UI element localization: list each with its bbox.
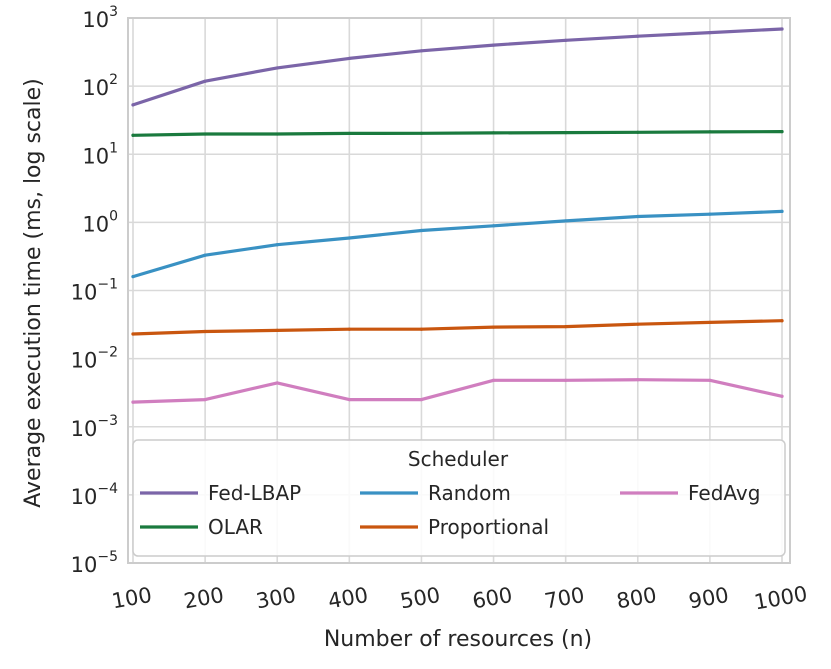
data-point-fedavg	[275, 381, 279, 385]
y-tick-exponent: −3	[97, 413, 118, 429]
legend-label-proportional: Proportional	[428, 515, 549, 539]
data-point-proportional	[203, 329, 207, 334]
data-point-fed-lbap	[636, 34, 640, 38]
data-point-olar	[131, 133, 135, 137]
y-tick-base: 10	[71, 485, 98, 509]
data-point-olar	[636, 130, 640, 134]
y-tick-label: 10−5	[71, 549, 118, 577]
data-point-olar	[564, 130, 568, 135]
series-line-fedavg	[131, 378, 784, 404]
legend-label-fedavg: FedAvg	[688, 481, 760, 505]
data-point-fedavg	[780, 394, 784, 398]
plot-border	[127, 17, 791, 564]
legend: Scheduler Fed-LBAP Random FedAvg OLAR Proport…	[132, 439, 786, 557]
data-point-proportional	[419, 327, 424, 331]
data-point-fed-lbap	[491, 43, 496, 47]
data-point-fed-lbap	[203, 79, 207, 83]
data-point-random	[780, 209, 784, 213]
y-tick-label: 10−2	[71, 345, 118, 373]
legend-label-fed-lbap: Fed-LBAP	[208, 481, 301, 505]
data-point-olar	[347, 131, 351, 136]
data-point-fed-lbap	[131, 103, 135, 107]
data-point-fedavg	[419, 398, 424, 402]
series-line-random	[131, 209, 784, 279]
data-point-random	[419, 228, 424, 233]
y-tick-base: 10	[71, 349, 98, 373]
y-tick-label: 10−1	[71, 277, 118, 305]
data-point-proportional	[636, 322, 640, 326]
y-tick-base: 10	[82, 8, 109, 32]
series-line-proportional	[131, 319, 784, 336]
y-tick-label: 10−4	[71, 481, 118, 509]
y-axis-label: Average execution time (ms, log scale)	[21, 78, 46, 508]
y-tick-base: 10	[71, 553, 98, 577]
y-tick-base: 10	[71, 281, 98, 305]
legend-title: Scheduler	[408, 447, 509, 471]
y-tick-exponent: −4	[97, 481, 118, 497]
y-tick-exponent: 3	[109, 4, 118, 20]
data-point-olar	[491, 131, 496, 135]
y-tick-label: 103	[82, 4, 118, 32]
y-tick-base: 10	[82, 76, 109, 100]
y-tick-exponent: 1	[109, 140, 118, 156]
y-tick-label: 100	[82, 208, 118, 236]
data-point-fedavg	[131, 400, 135, 404]
data-point-proportional	[708, 320, 712, 325]
data-point-random	[347, 236, 351, 240]
data-point-fed-lbap	[708, 31, 712, 35]
x-axis-label: Number of resources (n)	[324, 627, 592, 652]
data-point-olar	[275, 132, 279, 136]
data-point-fedavg	[564, 378, 568, 382]
y-tick-exponent: 0	[109, 208, 118, 224]
series-line-olar	[131, 130, 784, 137]
data-point-random	[491, 224, 496, 228]
legend-label-olar: OLAR	[208, 515, 263, 539]
data-point-random	[203, 253, 207, 257]
legend-frame	[132, 439, 786, 557]
plot-frame	[127, 17, 791, 564]
data-point-proportional	[780, 319, 784, 323]
data-point-fed-lbap	[275, 66, 279, 70]
data-point-random	[636, 214, 640, 219]
series-line-fed-lbap	[131, 27, 784, 107]
data-point-random	[131, 274, 135, 279]
y-tick-label: 101	[82, 140, 118, 168]
data-point-olar	[419, 131, 424, 135]
data-point-proportional	[564, 325, 568, 329]
data-point-fed-lbap	[564, 38, 568, 42]
data-point-fed-lbap	[419, 49, 424, 53]
data-point-proportional	[275, 328, 279, 332]
data-point-fedavg	[708, 378, 712, 382]
data-point-random	[275, 243, 279, 247]
data-point-fedavg	[347, 398, 351, 402]
data-point-fedavg	[491, 378, 496, 382]
y-tick-base: 10	[71, 417, 98, 441]
legend-label-random: Random	[428, 481, 511, 505]
y-tick-exponent: −2	[97, 345, 118, 361]
data-point-random	[708, 212, 712, 216]
y-tick-exponent: −5	[97, 549, 118, 565]
y-tick-label: 10−3	[71, 413, 118, 441]
data-point-olar	[203, 132, 207, 136]
data-point-proportional	[131, 332, 135, 336]
y-tick-label: 102	[82, 72, 118, 100]
data-point-olar	[708, 130, 712, 134]
data-point-fedavg	[636, 378, 640, 382]
y-tick-base: 10	[82, 212, 109, 236]
data-point-proportional	[491, 325, 496, 329]
data-point-random	[564, 219, 568, 223]
series-group	[131, 27, 784, 404]
y-tick-exponent: −1	[97, 277, 118, 293]
data-point-olar	[780, 130, 784, 134]
data-point-proportional	[347, 327, 351, 331]
data-point-fed-lbap	[347, 56, 351, 61]
y-tick-exponent: 2	[109, 72, 118, 88]
data-point-fed-lbap	[780, 27, 784, 31]
y-tick-base: 10	[82, 144, 109, 168]
data-point-fedavg	[203, 398, 207, 402]
